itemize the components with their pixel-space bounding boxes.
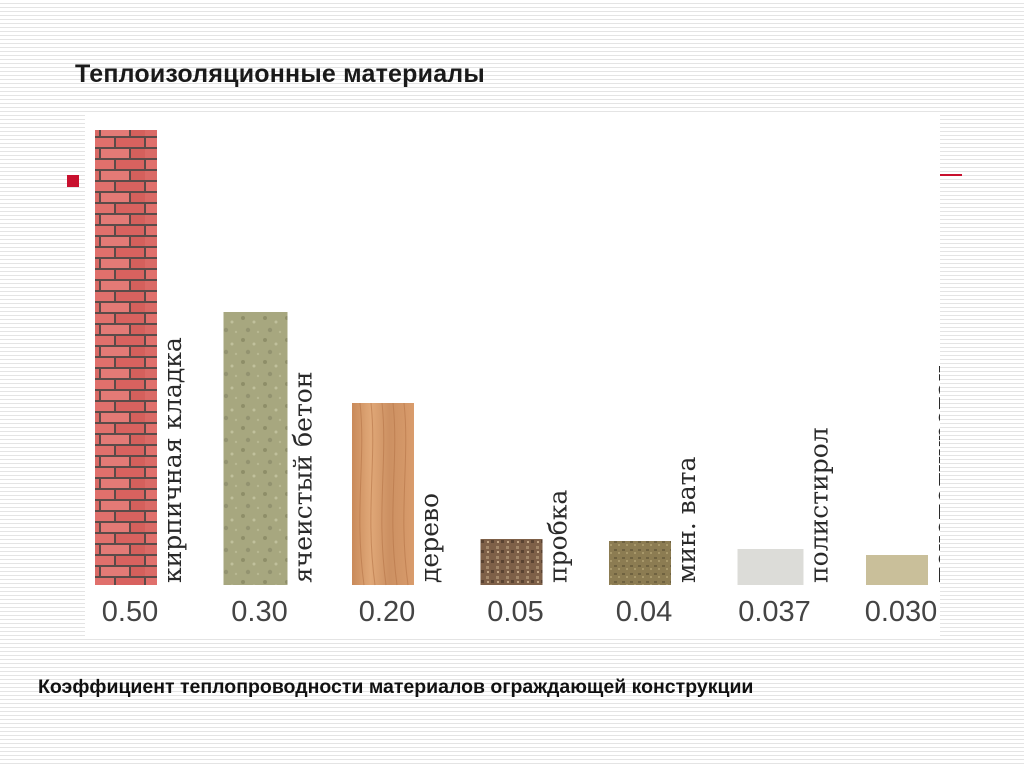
value-label-6: 0.037 — [738, 596, 811, 628]
bullet-marker — [67, 175, 79, 187]
wood-grain-line — [392, 402, 398, 586]
category-label-4: пробка — [544, 490, 573, 583]
wood-grain-line — [359, 402, 365, 586]
bar-7 — [866, 555, 928, 585]
category-label-1: кирпичная кладка — [158, 337, 187, 583]
value-label-5: 0.04 — [616, 596, 672, 628]
category-label-3: дерево — [415, 493, 444, 583]
chart-panel: кирпичная кладка 0.50 ячеистый бетон 0.30 де… — [85, 115, 940, 637]
value-label-7: 0.030 — [865, 596, 938, 628]
wood-grain-line — [370, 402, 376, 586]
wood-grain-line — [381, 402, 387, 586]
bar-4 — [480, 539, 543, 585]
accent-line — [940, 174, 962, 176]
value-label-1: 0.50 — [102, 596, 158, 628]
bar-1 — [95, 130, 157, 585]
wood-grain-line — [403, 402, 409, 586]
bar-2 — [223, 312, 288, 585]
bar-5 — [609, 541, 671, 585]
value-label-2: 0.30 — [231, 596, 287, 628]
category-label-6: полистирол — [805, 427, 834, 583]
bar-6 — [737, 549, 804, 585]
chart-caption: Коэффициент теплопроводности материалов … — [38, 676, 754, 698]
category-label-5: мин. вата — [672, 457, 701, 583]
value-label-4: 0.05 — [487, 596, 543, 628]
category-label-2: ячеистый бетон — [289, 372, 318, 584]
category-label-7: пенополиуретан — [929, 365, 940, 583]
value-label-3: 0.20 — [359, 596, 415, 628]
slide-title: Теплоизоляционные материалы — [75, 60, 485, 88]
